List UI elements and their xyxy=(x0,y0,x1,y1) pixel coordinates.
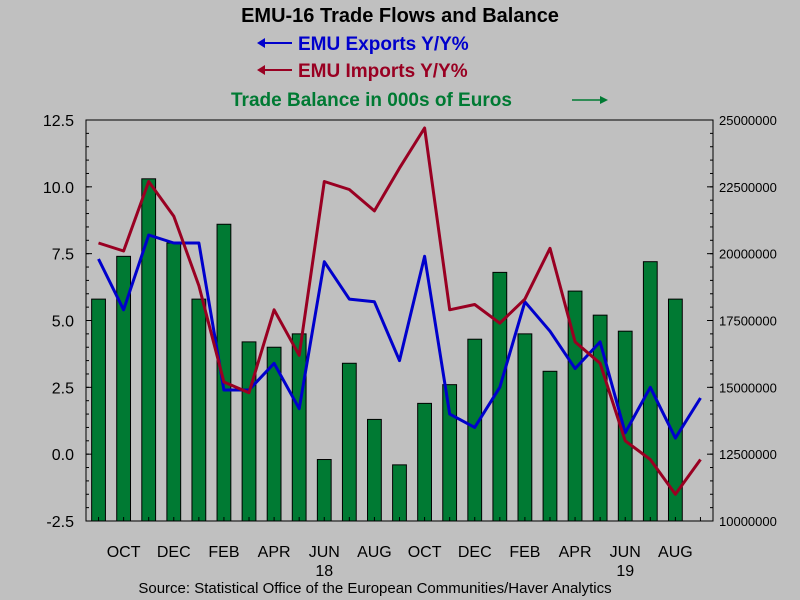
right-tick-label: 25000000 xyxy=(719,113,777,128)
plot-area xyxy=(86,120,713,521)
trade-balance-bar xyxy=(542,370,558,522)
x-tick-label: DEC xyxy=(157,544,191,561)
trade-balance-bar xyxy=(91,298,106,522)
trade-balance-bar xyxy=(367,418,382,522)
source-note: Source: Statistical Office of the Europe… xyxy=(138,580,611,597)
x-tick-label: FEB xyxy=(509,544,540,561)
x-tick-label: DEC xyxy=(458,544,492,561)
left-tick-label: 0.0 xyxy=(52,447,74,464)
right-tick-label: 12500000 xyxy=(719,447,777,462)
right-tick-label: 17500000 xyxy=(719,314,777,329)
right-axis: 10000000 12500000 15000000 17500000 20000000… xyxy=(707,113,777,529)
x-tick-label: APR xyxy=(258,544,291,561)
x-tick-label: AUG xyxy=(357,544,392,561)
right-tick-label: 20000000 xyxy=(719,247,777,262)
trade-balance-bar xyxy=(341,362,357,522)
chart-background xyxy=(86,120,713,521)
left-tick-label: 10.0 xyxy=(43,180,74,197)
x-tick-label: JUN xyxy=(610,544,641,561)
trade-balance-bar xyxy=(392,464,407,522)
imports-line xyxy=(98,126,702,496)
legend-arrow-head xyxy=(257,65,265,75)
left-tick-label: 12.5 xyxy=(43,113,74,130)
x-tick-label: JUN xyxy=(309,544,340,561)
legend-arrow-head xyxy=(600,96,608,104)
right-tick-label: 10000000 xyxy=(719,514,777,529)
trade-balance-bar xyxy=(141,178,157,522)
left-tick-label: 5.0 xyxy=(52,314,74,331)
x-year-label: 18 xyxy=(315,563,333,580)
trade-balance-bars xyxy=(91,178,683,522)
series-lines xyxy=(97,126,702,496)
legend-arrow-head xyxy=(257,38,265,48)
trade-balance-bar xyxy=(642,261,658,522)
exports-line xyxy=(97,233,702,440)
right-tick-label: 22500000 xyxy=(719,180,777,195)
x-tick-label: OCT xyxy=(107,544,141,561)
x-tick-label: OCT xyxy=(408,544,442,561)
x-tick-label: AUG xyxy=(658,544,693,561)
trade-balance-bar xyxy=(191,298,207,522)
chart-title: EMU-16 Trade Flows and Balance xyxy=(241,5,559,27)
trade-balance-bar xyxy=(316,459,332,522)
trade-balance-bar xyxy=(166,242,182,522)
legend-label: EMU Exports Y/Y% xyxy=(298,34,469,55)
left-tick-label: -2.5 xyxy=(46,514,74,531)
trade-balance-bar xyxy=(517,333,533,522)
legend-label: Trade Balance in 000s of Euros xyxy=(231,90,512,111)
trade-balance-bar xyxy=(417,402,432,522)
left-tick-label: 2.5 xyxy=(52,380,74,397)
left-tick-label: 7.5 xyxy=(52,247,74,264)
x-tick-label: FEB xyxy=(208,544,239,561)
x-tick-label: APR xyxy=(559,544,592,561)
x-year-label: 19 xyxy=(616,563,634,580)
legend: EMU Exports Y/Y% EMU Imports Y/Y% Trade Ba… xyxy=(231,34,608,111)
right-tick-label: 15000000 xyxy=(719,380,777,395)
trade-balance-bar xyxy=(216,223,232,522)
legend-label: EMU Imports Y/Y% xyxy=(298,61,468,82)
trade-balance-bar xyxy=(241,341,257,522)
trade-balance-bar xyxy=(291,333,307,522)
x-axis: OCT DEC FEB APR JUN AUG OCT DEC FEB APR JUN AUG 18 19 xyxy=(98,517,701,580)
left-axis: -2.5 0.0 2.5 5.0 7.5 10.0 12.5 xyxy=(43,113,92,531)
trade-balance-bar xyxy=(467,338,483,522)
